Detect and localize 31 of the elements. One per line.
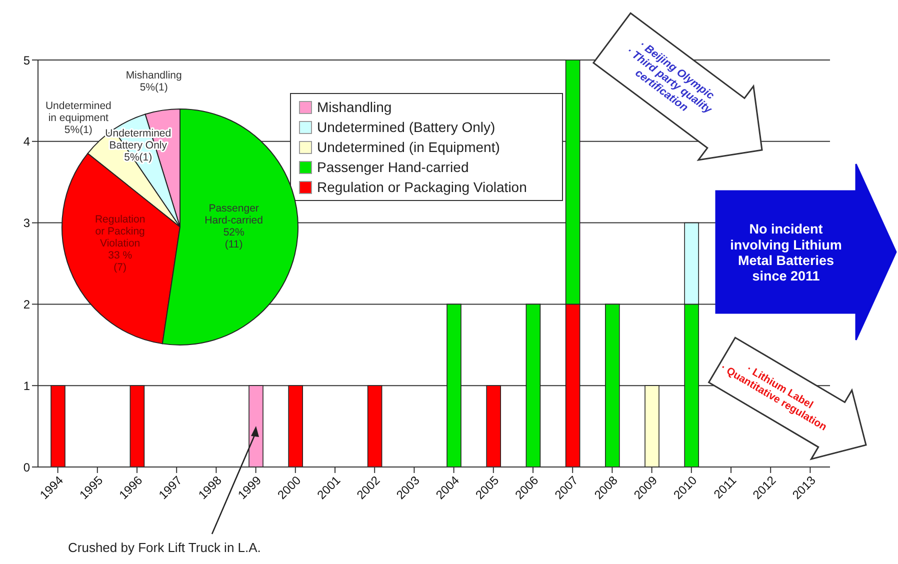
legend-label: Undetermined (Battery Only) — [317, 118, 496, 137]
bar — [288, 385, 303, 467]
slice-label: Mishandling — [126, 70, 182, 82]
text: Crushed by Fork Lift Truck in L.A. — [68, 540, 261, 555]
bar — [526, 304, 541, 467]
bar — [644, 385, 660, 467]
legend-label: Undetermined (in Equipment) — [317, 138, 500, 157]
bar — [130, 385, 145, 467]
bar — [446, 304, 462, 467]
bar — [248, 385, 264, 467]
legend-label: Passenger Hand-carried — [317, 158, 469, 177]
slice-label: Regulation or Packing Violation — [94, 214, 146, 250]
bar — [367, 385, 382, 467]
bar — [605, 304, 620, 467]
slice-label: Undetermined in equipment — [45, 100, 112, 124]
data-label: 52% (11) — [223, 226, 244, 250]
y-tick-label: 5 — [23, 53, 30, 68]
y-tick-label: 2 — [23, 297, 30, 312]
data-label: 33 % (7) — [108, 250, 132, 274]
bar — [50, 385, 66, 467]
y-tick-label: 3 — [23, 216, 30, 230]
y-tick-label: 1 — [23, 378, 30, 393]
y-tick-label: 4 — [23, 134, 30, 149]
data-label: 5%(1) — [64, 124, 92, 136]
annotation: No incident involving Lithium Metal Batteries since 2011 — [730, 221, 842, 283]
legend-label: Mishandling — [317, 98, 392, 117]
slice-label: Passenger Hard-carried — [204, 202, 264, 226]
legend-label: Regulation or Packaging Violation — [317, 178, 527, 197]
data-label: 5%(1) — [140, 82, 168, 94]
y-tick-label: 0 — [23, 460, 30, 474]
bar — [486, 385, 501, 467]
